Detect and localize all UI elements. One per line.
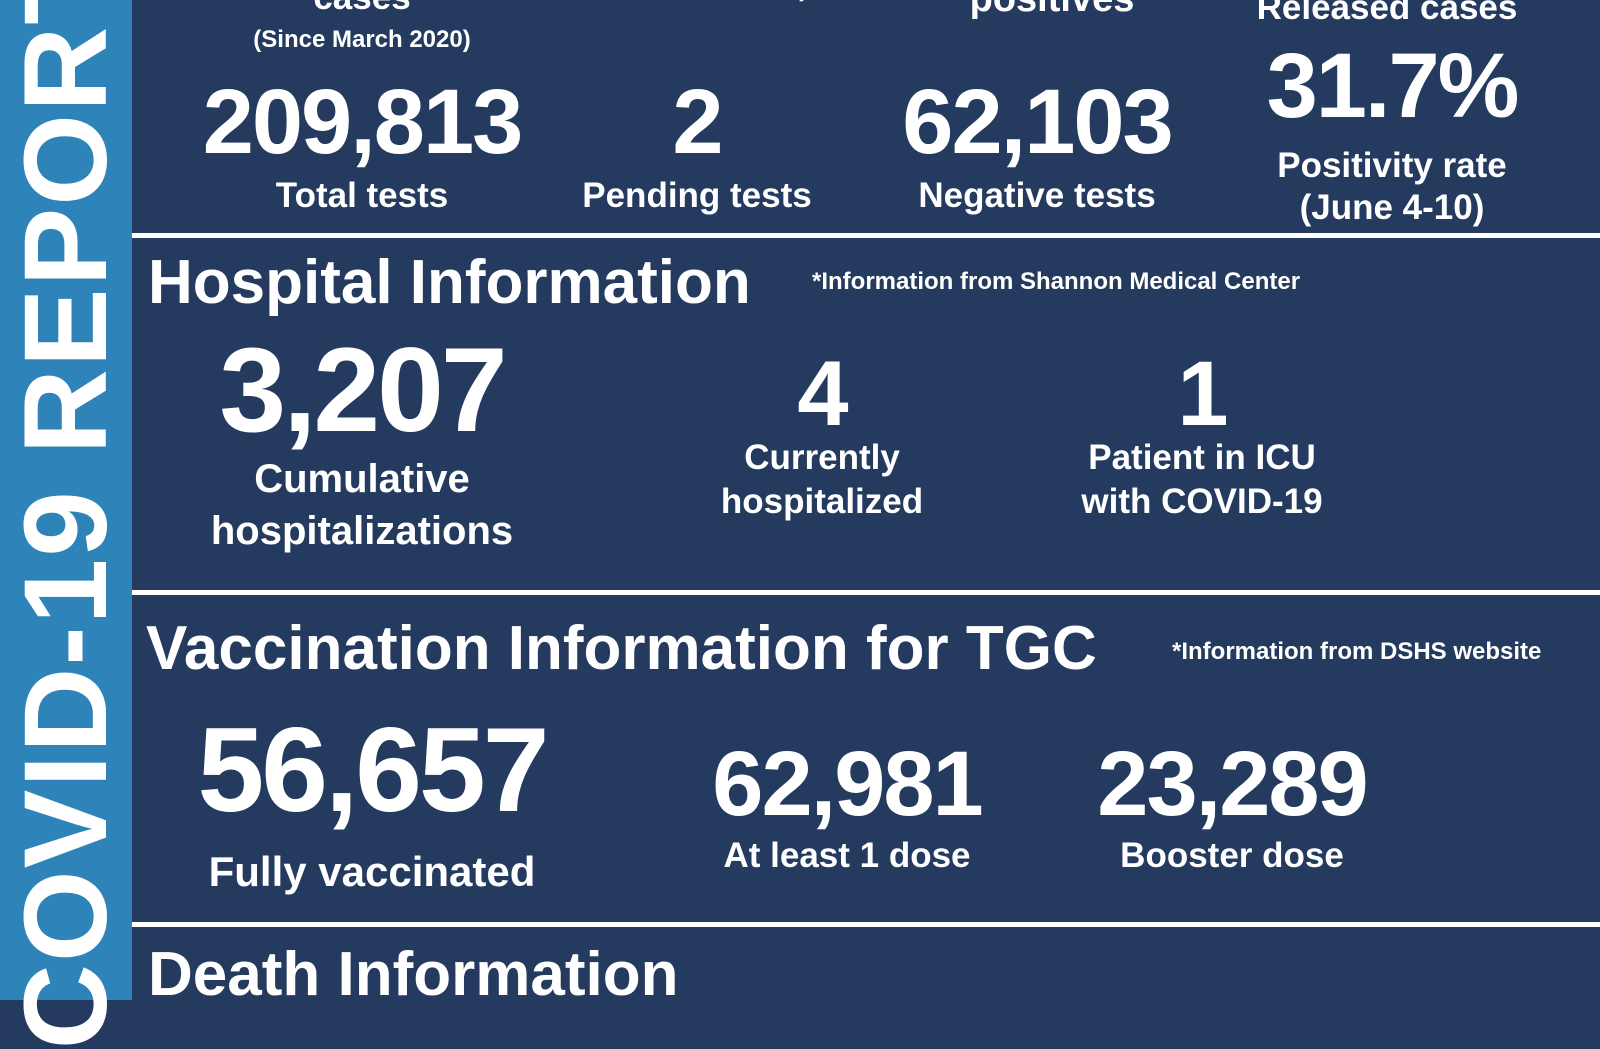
released-heading-partial: Released cases bbox=[1256, 0, 1518, 27]
main-content: cases (Since March 2020) , positives Rel… bbox=[132, 0, 1600, 1006]
cases-heading-partial: cases bbox=[262, 0, 462, 18]
total-tests-label: Total tests bbox=[275, 176, 449, 215]
section-divider bbox=[132, 590, 1600, 595]
hospital-source-note: *Information from Shannon Medical Center bbox=[812, 268, 1301, 295]
cumulative-hospitalizations-value: 3,207 bbox=[219, 323, 507, 457]
vaccination-section-title: Vaccination Information for TGC bbox=[146, 614, 1097, 683]
positivity-rate-value: 31.7% bbox=[1266, 35, 1520, 137]
icu-patients-value: 1 bbox=[1177, 343, 1228, 445]
currently-hospitalized-label: Currently bbox=[744, 438, 900, 477]
at-least-one-dose-label: At least 1 dose bbox=[723, 836, 971, 875]
booster-dose-value: 23,289 bbox=[1097, 733, 1368, 835]
positivity-rate-label: Positivity rate bbox=[1277, 146, 1507, 185]
negative-tests-label: Negative tests bbox=[918, 176, 1156, 215]
death-section-title: Death Information bbox=[148, 940, 679, 1009]
hospital-section-title: Hospital Information bbox=[148, 248, 751, 317]
negative-tests-value: 62,103 bbox=[902, 71, 1173, 173]
booster-dose-label: Booster dose bbox=[1120, 836, 1344, 875]
currently-hospitalized-label-2: hospitalized bbox=[720, 482, 924, 521]
since-note: (Since March 2020) bbox=[253, 26, 471, 53]
total-tests-value: 209,813 bbox=[202, 71, 524, 173]
section-divider bbox=[132, 922, 1600, 927]
vaccination-source-note: *Information from DSHS website bbox=[1172, 638, 1542, 665]
report-title: COVID-19 REPORT bbox=[0, 0, 132, 1049]
fully-vaccinated-label: Fully vaccinated bbox=[208, 848, 536, 895]
icu-patients-label: Patient in ICU bbox=[1088, 438, 1316, 477]
icu-patients-label-2: with COVID-19 bbox=[1081, 482, 1323, 521]
cumulative-hospitalizations-label: Cumulative bbox=[254, 457, 470, 501]
sidebar: COVID-19 REPORT bbox=[0, 0, 132, 1049]
positivity-rate-period: (June 4-10) bbox=[1299, 188, 1485, 227]
cumulative-hospitalizations-label-2: hospitalizations bbox=[210, 509, 514, 553]
section-divider bbox=[132, 233, 1600, 238]
at-least-one-dose-value: 62,981 bbox=[712, 733, 983, 835]
positives-heading-partial: positives bbox=[922, 0, 1182, 21]
pending-tests-value: 2 bbox=[672, 71, 723, 173]
currently-hospitalized-value: 4 bbox=[797, 343, 848, 445]
fully-vaccinated-value: 56,657 bbox=[197, 703, 549, 837]
pending-tests-label: Pending tests bbox=[582, 176, 812, 215]
comma-partial: , bbox=[772, 0, 832, 5]
